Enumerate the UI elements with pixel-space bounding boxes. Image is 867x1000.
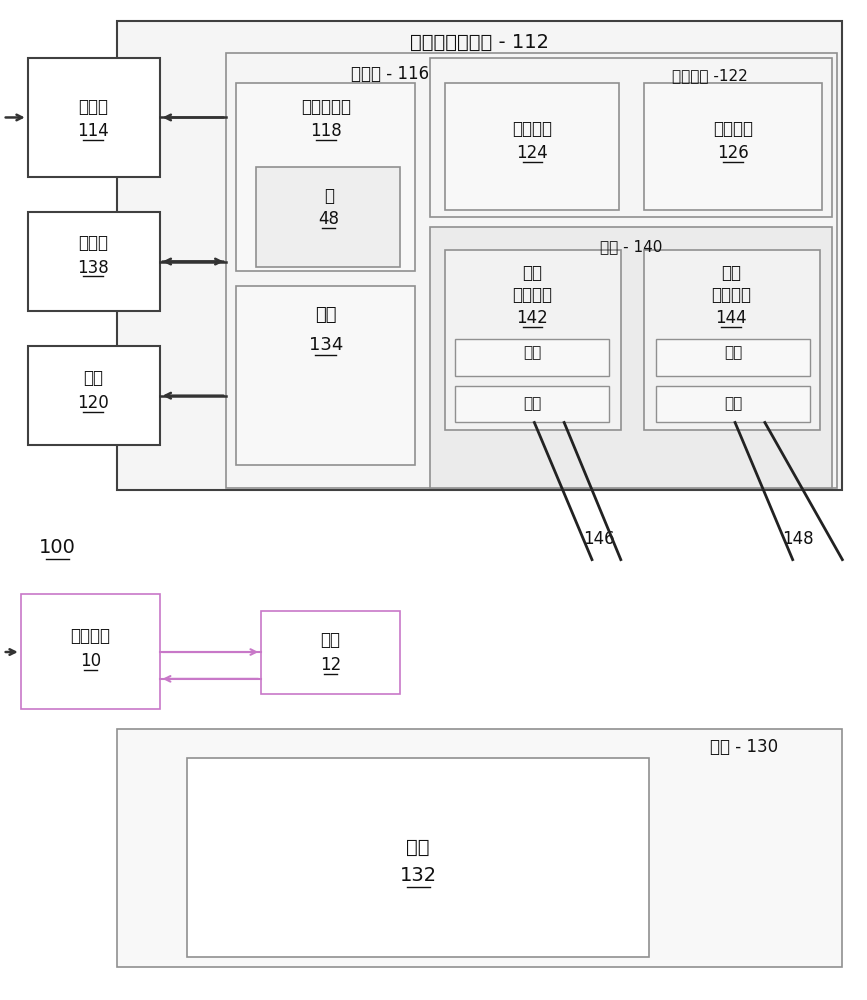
Bar — [445, 250, 621, 430]
Text: 成像系统: 成像系统 — [70, 627, 110, 645]
Text: 适应模块: 适应模块 — [713, 120, 753, 138]
Bar — [186, 758, 649, 957]
Text: 实例: 实例 — [524, 345, 542, 360]
Bar — [226, 53, 838, 488]
Text: 132: 132 — [400, 866, 437, 885]
Text: 模型 - 140: 模型 - 140 — [600, 239, 662, 254]
Text: 100: 100 — [39, 538, 76, 557]
Bar — [655, 339, 810, 376]
Bar — [28, 346, 160, 445]
Text: 对象 - 130: 对象 - 130 — [710, 738, 778, 756]
Bar — [655, 386, 810, 422]
Bar — [21, 594, 160, 709]
Bar — [261, 611, 401, 694]
Text: 146: 146 — [583, 530, 615, 548]
Text: 显示器: 显示器 — [78, 234, 108, 252]
Text: 簇: 簇 — [323, 187, 334, 205]
Text: 接口: 接口 — [83, 369, 103, 387]
Bar — [256, 167, 401, 267]
Bar — [117, 21, 843, 490]
Text: 120: 120 — [77, 394, 109, 412]
Text: 124: 124 — [517, 144, 548, 162]
Bar — [117, 729, 843, 967]
Text: 方面: 方面 — [522, 264, 543, 282]
Bar — [445, 83, 619, 210]
Text: 48: 48 — [318, 210, 339, 228]
Text: 10: 10 — [80, 652, 101, 670]
Text: （形状）: （形状） — [512, 286, 552, 304]
Bar — [455, 339, 609, 376]
Text: 训练数据库: 训练数据库 — [301, 98, 350, 116]
Text: 图像: 图像 — [315, 306, 336, 324]
Bar — [237, 83, 415, 271]
Text: 比较模块: 比较模块 — [512, 120, 552, 138]
Text: 存储器 - 116: 存储器 - 116 — [351, 65, 429, 83]
Text: 144: 144 — [715, 309, 746, 327]
Bar — [643, 250, 819, 430]
Text: 134: 134 — [309, 336, 342, 354]
Text: 12: 12 — [320, 656, 342, 674]
Text: 126: 126 — [717, 144, 749, 162]
Bar — [28, 58, 160, 177]
Text: 118: 118 — [310, 122, 342, 140]
Text: 实例: 实例 — [724, 396, 742, 411]
Bar — [455, 386, 609, 422]
Text: 目标: 目标 — [407, 838, 430, 857]
Text: 分割模块 -122: 分割模块 -122 — [672, 68, 748, 83]
Text: 138: 138 — [77, 259, 109, 277]
Bar — [28, 212, 160, 311]
Text: 工作站或控制台 - 112: 工作站或控制台 - 112 — [410, 33, 549, 52]
Text: 实例: 实例 — [524, 396, 542, 411]
Bar — [430, 58, 832, 217]
Text: 方面: 方面 — [721, 264, 741, 282]
Bar — [430, 227, 832, 488]
Bar — [237, 286, 415, 465]
Text: （外观）: （外观） — [711, 286, 751, 304]
Text: 处理器: 处理器 — [78, 98, 108, 116]
Text: 148: 148 — [782, 530, 813, 548]
Text: 探头: 探头 — [321, 631, 341, 649]
Text: 114: 114 — [77, 122, 109, 140]
Text: 实例: 实例 — [724, 345, 742, 360]
Bar — [643, 83, 823, 210]
Text: 142: 142 — [517, 309, 548, 327]
